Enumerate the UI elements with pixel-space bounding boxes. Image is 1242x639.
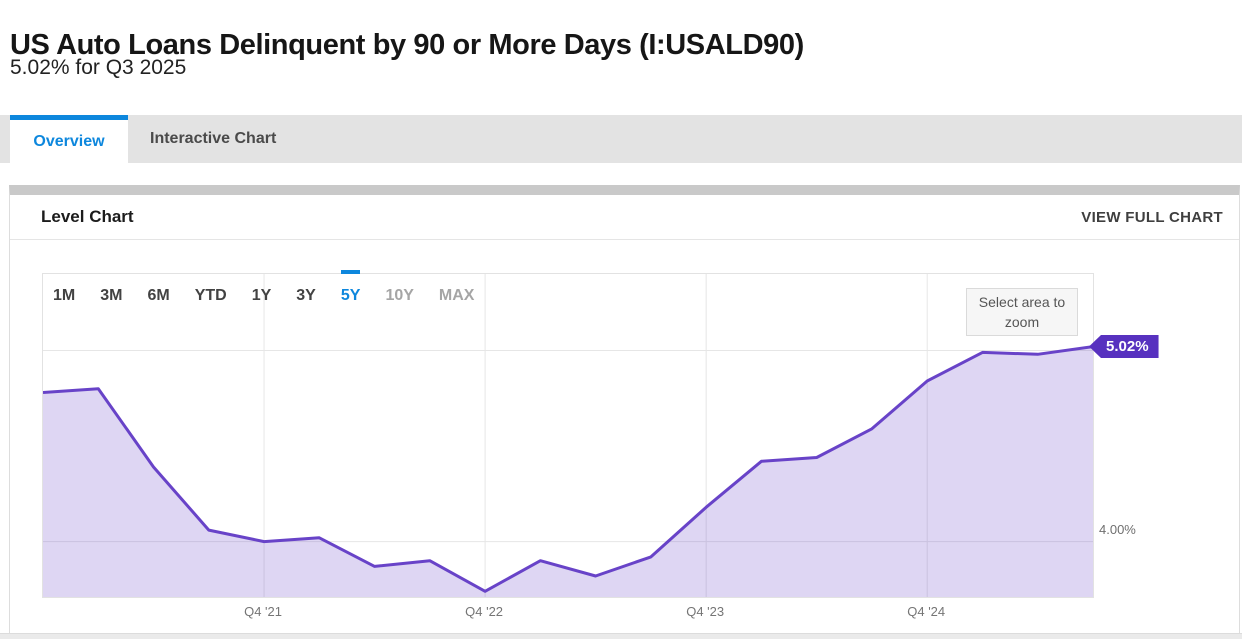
range-button-max[interactable]: MAX xyxy=(438,287,475,304)
panel-title: Level Chart xyxy=(41,207,134,226)
view-full-chart-link[interactable]: VIEW FULL CHART xyxy=(1081,208,1223,226)
range-button-ytd[interactable]: YTD xyxy=(194,287,227,304)
range-button-5y[interactable]: 5Y xyxy=(340,270,361,304)
area-fill xyxy=(43,346,1093,597)
tab-overview[interactable]: Overview xyxy=(10,115,128,163)
zoom-hint: Select area to zoom xyxy=(966,288,1078,336)
area-chart xyxy=(43,274,1093,597)
x-axis-tick-label: Q4 '22 xyxy=(465,604,504,619)
range-button-3m[interactable]: 3M xyxy=(100,287,123,304)
last-value-badge: 5.02% xyxy=(1089,335,1159,358)
x-axis-tick-label: Q4 '21 xyxy=(244,604,282,619)
page-background-strip xyxy=(0,633,1242,639)
panel-header: Level Chart VIEW FULL CHART xyxy=(10,195,1239,240)
range-button-6m[interactable]: 6M xyxy=(147,287,170,304)
y-axis-label: 4.00% xyxy=(1099,521,1136,537)
range-button-3y[interactable]: 3Y xyxy=(296,287,316,304)
range-button-1m[interactable]: 1M xyxy=(53,287,76,304)
range-button-10y[interactable]: 10Y xyxy=(385,287,414,304)
x-axis-tick-label: Q4 '23 xyxy=(686,604,725,619)
tab-interactive-chart[interactable]: Interactive Chart xyxy=(150,130,277,147)
trend-line xyxy=(43,345,1093,593)
page-title: US Auto Loans Delinquent by 90 or More D… xyxy=(10,29,804,62)
x-axis-tick-label: Q4 '24 xyxy=(907,604,946,619)
chart-plot-area[interactable]: 1M 3M 6M YTD 1Y 3Y 5Y 10Y MAX Select area to zoo… xyxy=(42,270,1094,598)
tab-bar: Overview Interactive Chart xyxy=(0,115,1242,163)
page-subtitle: 5.02% for Q3 2025 xyxy=(10,56,187,79)
range-selector: 1M 3M 6M YTD 1Y 3Y 5Y 10Y MAX xyxy=(53,270,475,305)
range-button-1y[interactable]: 1Y xyxy=(251,287,272,304)
